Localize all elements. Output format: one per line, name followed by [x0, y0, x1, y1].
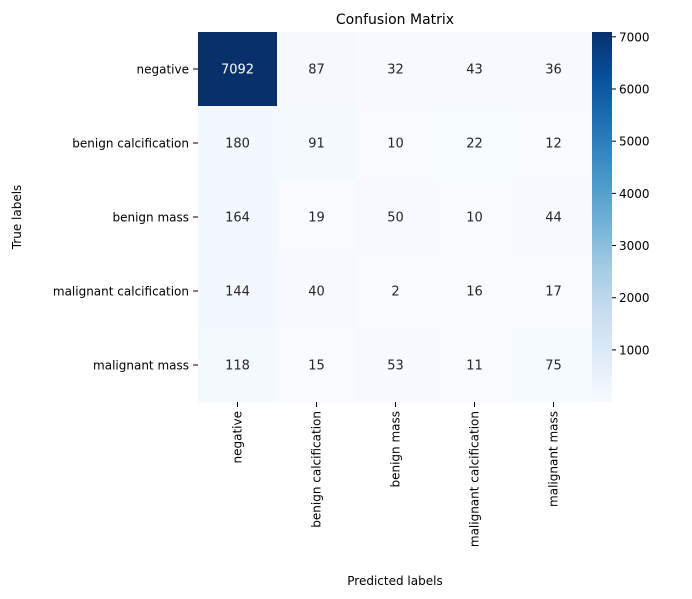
y-axis-label: True labels [10, 185, 24, 251]
cell-r2-c4 [514, 180, 594, 255]
colorbar-tick-label-5: 6000 [619, 82, 650, 96]
cell-value-r3-c4: 17 [545, 285, 562, 300]
x-tick-label-3: malignant calcification [468, 411, 482, 547]
cell-value-r4-c3: 11 [466, 359, 483, 374]
cell-r0-c0 [198, 32, 278, 107]
heatmap-cells [198, 32, 594, 403]
cell-r2-c3 [435, 180, 515, 255]
chart-title: Confusion Matrix [336, 12, 454, 28]
cell-r0-c1 [277, 32, 357, 107]
colorbar-tick-label-2: 3000 [619, 239, 650, 253]
colorbar-tick-label-0: 1000 [619, 343, 650, 357]
cell-r0-c3 [435, 32, 515, 107]
cell-r3-c2 [356, 254, 436, 329]
cell-value-r2-c4: 44 [545, 211, 562, 226]
colorbar-tick-label-6: 7000 [619, 30, 650, 44]
cell-value-r0-c3: 43 [466, 63, 483, 78]
y-tick-label-2: benign mass [112, 211, 189, 225]
cell-r4-c3 [435, 328, 515, 403]
cell-r3-c4 [514, 254, 594, 329]
cell-r3-c3 [435, 254, 515, 329]
y-tick-label-3: malignant calcification [53, 285, 189, 299]
heatmap-cell-labels: 7092 87 32 43 36 180 91 10 22 12 164 19 50 10 44 144 40 2… [221, 63, 562, 374]
cell-value-r1-c0: 180 [225, 137, 250, 152]
cell-value-r1-c4: 12 [545, 137, 562, 152]
cell-value-r4-c2: 53 [387, 359, 404, 374]
cell-value-r2-c2: 50 [387, 211, 404, 226]
cell-value-r3-c1: 40 [308, 285, 325, 300]
cell-r0-c2 [356, 32, 436, 107]
colorbar-ticks: 1000 2000 3000 4000 5000 6000 7000 [612, 30, 650, 357]
y-tick-label-4: malignant mass [93, 359, 189, 373]
cell-r1-c2 [356, 106, 436, 181]
cell-r4-c2 [356, 328, 436, 403]
cell-value-r0-c2: 32 [387, 63, 404, 78]
cell-value-r0-c0: 7092 [221, 63, 254, 78]
cell-value-r4-c0: 118 [225, 359, 250, 374]
x-tick-label-0: negative [231, 411, 245, 463]
colorbar-tick-label-3: 4000 [619, 187, 650, 201]
y-tick-label-1: benign calcification [72, 137, 189, 151]
x-tick-label-2: benign mass [389, 411, 403, 488]
cell-r1-c3 [435, 106, 515, 181]
x-axis-label: Predicted labels [347, 574, 442, 588]
colorbar [592, 32, 612, 402]
cell-r2-c1 [277, 180, 357, 255]
cell-value-r2-c3: 10 [466, 211, 483, 226]
cell-r4-c0 [198, 328, 278, 403]
x-axis-ticks: negative benign calcification benign mass m… [231, 402, 561, 547]
cell-r2-c2 [356, 180, 436, 255]
cell-value-r4-c1: 15 [308, 359, 325, 374]
y-tick-label-0: negative [137, 63, 189, 77]
cell-value-r2-c1: 19 [308, 211, 325, 226]
cell-r1-c4 [514, 106, 594, 181]
colorbar-tick-label-4: 5000 [619, 135, 650, 149]
cell-value-r4-c4: 75 [545, 359, 562, 374]
x-tick-label-4: malignant mass [547, 411, 561, 507]
cell-r3-c0 [198, 254, 278, 329]
cell-value-r3-c0: 144 [225, 285, 250, 300]
cell-value-r1-c1: 91 [308, 137, 325, 152]
cell-r2-c0 [198, 180, 278, 255]
cell-r1-c1 [277, 106, 357, 181]
cell-value-r1-c2: 10 [387, 137, 404, 152]
cell-value-r2-c0: 164 [225, 211, 250, 226]
cell-value-r1-c3: 22 [466, 137, 483, 152]
cell-r1-c0 [198, 106, 278, 181]
colorbar-tick-label-1: 2000 [619, 291, 650, 305]
cell-r3-c1 [277, 254, 357, 329]
cell-value-r0-c1: 87 [308, 63, 325, 78]
cell-value-r3-c3: 16 [466, 285, 483, 300]
cell-r0-c4 [514, 32, 594, 107]
y-axis-ticks: negative benign calcification benign mass m… [53, 63, 198, 373]
cell-value-r0-c4: 36 [545, 63, 562, 78]
x-tick-label-1: benign calcification [310, 411, 324, 528]
cell-r4-c4 [514, 328, 594, 403]
cell-r4-c1 [277, 328, 357, 403]
cell-value-r3-c2: 2 [391, 285, 399, 300]
